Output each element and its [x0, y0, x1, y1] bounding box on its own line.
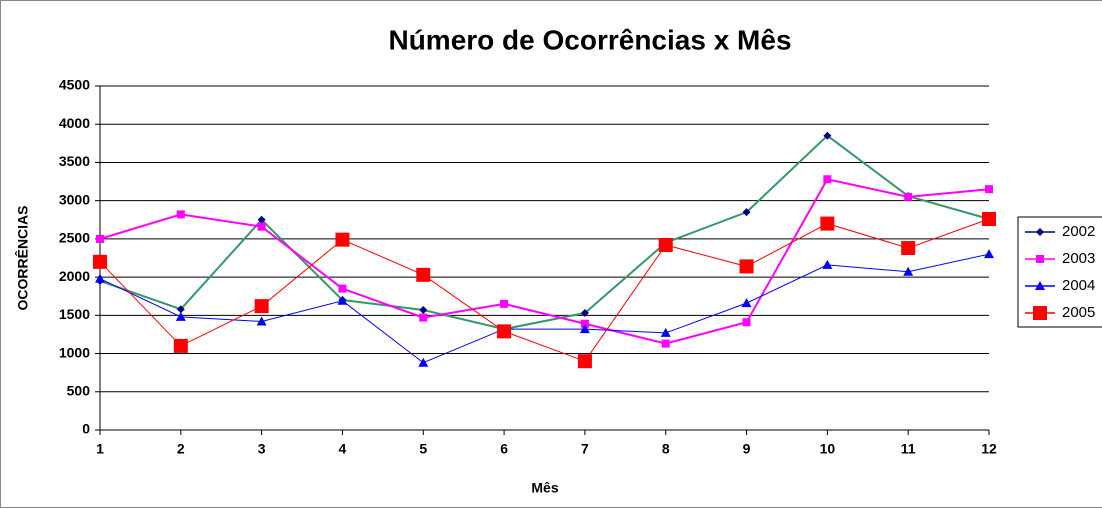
y-tick-label: 1500 [59, 306, 90, 322]
marker [579, 324, 590, 334]
marker [661, 339, 670, 348]
series-line [99, 253, 990, 364]
y-tick-label: 2500 [59, 230, 90, 246]
marker [337, 295, 348, 305]
marker [256, 316, 267, 326]
marker [175, 311, 186, 321]
marker [577, 354, 592, 369]
marker [820, 216, 835, 231]
marker [257, 215, 266, 224]
y-tick-label: 4500 [59, 77, 90, 93]
marker [419, 305, 428, 314]
series-line [99, 134, 990, 331]
marker [176, 210, 185, 219]
x-tick-label: 3 [258, 441, 266, 457]
x-tick-label: 5 [419, 441, 427, 457]
x-axis-label: Mês [531, 480, 558, 496]
marker [658, 238, 673, 253]
legend-label: 2004 [1062, 277, 1095, 294]
marker [580, 319, 589, 328]
x-tick-label: 2 [177, 441, 185, 457]
marker [982, 212, 996, 227]
legend-label: 2002 [1062, 223, 1095, 240]
marker [660, 327, 671, 337]
marker [904, 192, 913, 201]
marker [95, 273, 105, 283]
marker [741, 298, 752, 308]
marker [1036, 255, 1044, 263]
marker [903, 266, 914, 276]
y-tick-label: 1000 [59, 344, 90, 360]
marker [823, 131, 832, 140]
y-tick-label: 500 [67, 382, 91, 398]
marker [823, 175, 832, 184]
marker [742, 208, 751, 217]
marker [257, 222, 266, 231]
x-tick-label: 9 [743, 441, 751, 457]
x-tick-label: 4 [339, 441, 347, 457]
legend-label: 2003 [1062, 250, 1095, 267]
y-tick-label: 0 [82, 421, 90, 437]
marker [1033, 306, 1047, 320]
marker [338, 284, 347, 293]
marker [580, 309, 589, 318]
x-tick-label: 6 [500, 441, 508, 457]
marker [93, 254, 107, 269]
x-tick-label: 1 [96, 441, 104, 457]
legend-label: 2005 [1062, 304, 1095, 321]
marker [739, 259, 754, 274]
marker [500, 299, 509, 308]
series-line [99, 178, 990, 345]
marker [1035, 281, 1045, 290]
y-tick-label: 2000 [59, 268, 90, 284]
legend-box [1017, 216, 1102, 328]
marker [418, 357, 429, 367]
marker [254, 299, 269, 314]
marker [822, 259, 833, 269]
y-axis-label: OCORRÊNCIAS [14, 205, 31, 310]
marker [173, 338, 188, 353]
marker [335, 232, 350, 247]
marker [497, 324, 512, 339]
y-tick-label: 3000 [59, 191, 90, 207]
y-tick-label: 4000 [59, 115, 90, 131]
marker [985, 185, 993, 194]
marker [1036, 228, 1044, 236]
marker [984, 249, 994, 259]
marker [419, 313, 428, 322]
chart-title: Número de Ocorrências x Mês [388, 24, 791, 55]
x-tick-label: 11 [901, 441, 916, 457]
x-tick-label: 7 [581, 441, 589, 457]
marker [901, 241, 916, 256]
marker [96, 234, 104, 243]
x-tick-label: 12 [981, 441, 997, 457]
marker [416, 267, 431, 282]
series-line [99, 218, 990, 362]
y-tick-label: 3500 [59, 153, 90, 169]
marker [176, 305, 185, 314]
x-tick-label: 10 [820, 441, 836, 457]
x-tick-label: 8 [662, 441, 670, 457]
marker [742, 318, 751, 327]
